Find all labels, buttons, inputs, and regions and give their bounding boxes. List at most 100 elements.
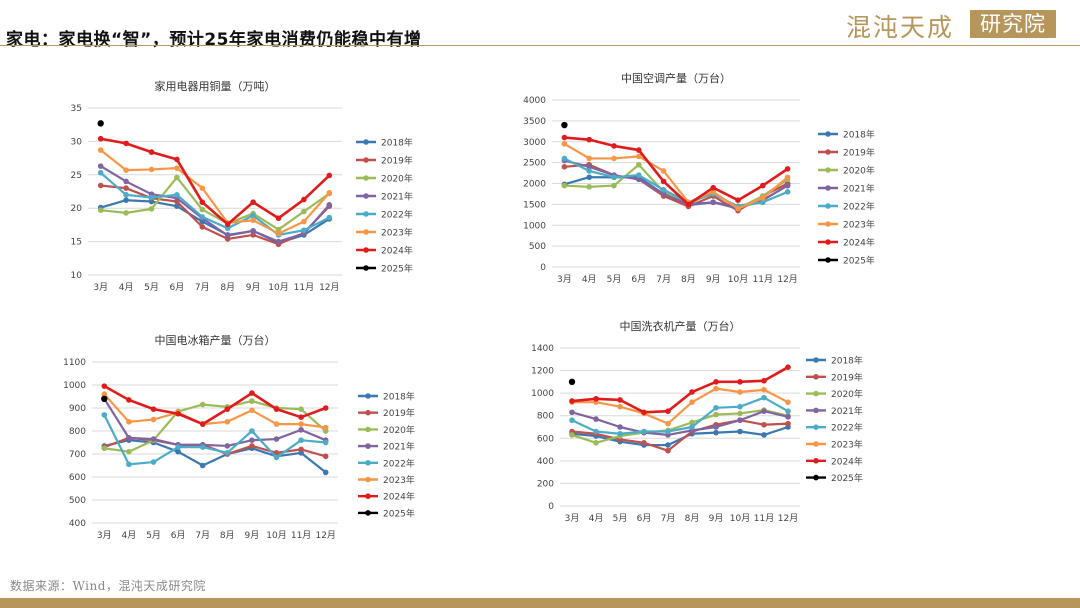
data-point bbox=[593, 428, 599, 435]
data-point bbox=[569, 432, 575, 438]
data-point bbox=[199, 401, 206, 408]
x-tick-label: 3月 bbox=[565, 513, 580, 524]
data-point bbox=[761, 408, 767, 414]
legend-label: 2018年 bbox=[831, 355, 863, 367]
legend-swatch-dot bbox=[363, 175, 369, 181]
legend-swatch-dot bbox=[825, 149, 831, 155]
legend-label: 2019年 bbox=[831, 371, 863, 383]
data-point bbox=[175, 448, 181, 455]
data-point bbox=[275, 226, 282, 233]
chart-title: 家用电器用铜量（万吨） bbox=[155, 79, 276, 93]
x-tick-label: 9月 bbox=[709, 513, 724, 524]
data-point bbox=[224, 443, 231, 449]
legend-label: 2023年 bbox=[831, 439, 863, 451]
data-point bbox=[150, 406, 157, 412]
legend-label: 2025年 bbox=[831, 472, 863, 484]
legend-swatch-dot bbox=[365, 476, 371, 483]
data-point bbox=[737, 417, 743, 424]
data-point bbox=[785, 364, 791, 370]
data-point bbox=[97, 182, 104, 189]
legend-swatch-dot bbox=[365, 443, 371, 449]
y-tick-label: 900 bbox=[69, 404, 86, 414]
data-point bbox=[123, 167, 129, 173]
y-tick-label: 15 bbox=[71, 238, 82, 248]
legend-label: 2022年 bbox=[383, 457, 415, 469]
data-point bbox=[249, 428, 255, 434]
data-point bbox=[760, 182, 766, 189]
data-point bbox=[737, 403, 743, 410]
x-tick-label: 7月 bbox=[195, 282, 210, 293]
data-point bbox=[761, 386, 767, 393]
data-point bbox=[785, 399, 791, 405]
legend-swatch-dot bbox=[813, 374, 819, 380]
data-point bbox=[322, 405, 329, 411]
data-point bbox=[665, 428, 671, 435]
data-point bbox=[273, 450, 280, 456]
x-tick-label: 3月 bbox=[557, 274, 572, 285]
data-point bbox=[174, 165, 180, 171]
data-point bbox=[561, 134, 568, 141]
series-line bbox=[570, 410, 790, 437]
data-point bbox=[689, 389, 695, 395]
y-tick-label: 3000 bbox=[523, 138, 546, 148]
data-point bbox=[150, 416, 157, 423]
series-line bbox=[103, 413, 327, 466]
data-point bbox=[249, 390, 255, 396]
data-point bbox=[199, 421, 206, 427]
data-point bbox=[785, 420, 791, 427]
legend-label: 2023年 bbox=[381, 227, 413, 239]
legend-label: 2025年 bbox=[843, 255, 875, 267]
data-point bbox=[148, 206, 155, 212]
data-point bbox=[593, 416, 599, 422]
x-tick-label: 9月 bbox=[246, 282, 261, 293]
data-point bbox=[760, 195, 766, 201]
data-point bbox=[275, 215, 282, 222]
data-point bbox=[665, 442, 671, 448]
data-point bbox=[224, 232, 231, 239]
legend-swatch-dot bbox=[825, 203, 831, 209]
x-tick-label: 7月 bbox=[195, 530, 210, 541]
company-logo: 混沌天成 研究院 bbox=[846, 8, 1058, 42]
legend-label: 2018年 bbox=[381, 137, 413, 149]
data-point bbox=[97, 169, 104, 176]
legend-label: 2025年 bbox=[381, 263, 413, 275]
data-point bbox=[641, 409, 647, 416]
data-point bbox=[322, 453, 329, 460]
legend-label: 2019年 bbox=[843, 147, 875, 159]
data-point bbox=[224, 221, 231, 228]
data-point bbox=[199, 224, 206, 230]
x-tick-label: 11月 bbox=[294, 282, 314, 293]
legend-swatch-dot bbox=[825, 131, 831, 137]
data-point bbox=[713, 379, 719, 385]
series-line bbox=[99, 165, 331, 243]
x-tick-label: 11月 bbox=[754, 513, 774, 524]
series-line bbox=[99, 176, 331, 231]
logo-box-text: 研究院 bbox=[970, 10, 1056, 38]
data-point bbox=[126, 435, 132, 441]
x-tick-label: 4月 bbox=[122, 530, 137, 541]
data-point bbox=[561, 155, 568, 162]
data-point bbox=[301, 218, 307, 225]
y-tick-label: 1400 bbox=[531, 344, 554, 354]
data-point bbox=[737, 410, 743, 417]
data-point bbox=[617, 397, 623, 403]
legend-swatch-dot bbox=[365, 409, 371, 416]
data-point bbox=[586, 184, 592, 190]
x-tick-label: 10月 bbox=[730, 513, 750, 524]
x-tick-label: 3月 bbox=[97, 530, 112, 541]
data-point bbox=[199, 214, 206, 220]
data-point bbox=[175, 444, 181, 450]
data-point bbox=[713, 385, 719, 392]
series-line bbox=[99, 148, 331, 235]
legend-label: 2024年 bbox=[831, 455, 863, 467]
data-point bbox=[611, 143, 617, 149]
data-point bbox=[641, 440, 647, 446]
data-point bbox=[249, 437, 255, 443]
footer-bar bbox=[0, 598, 1080, 608]
x-tick-label: 5月 bbox=[613, 513, 628, 524]
series-line bbox=[563, 136, 789, 206]
page-title: 家电：家电换“智”，预计25年家电消费仍能稳中有增 bbox=[6, 30, 422, 50]
data-point bbox=[322, 439, 329, 446]
data-point bbox=[569, 398, 575, 404]
legend-swatch-dot bbox=[363, 157, 369, 163]
